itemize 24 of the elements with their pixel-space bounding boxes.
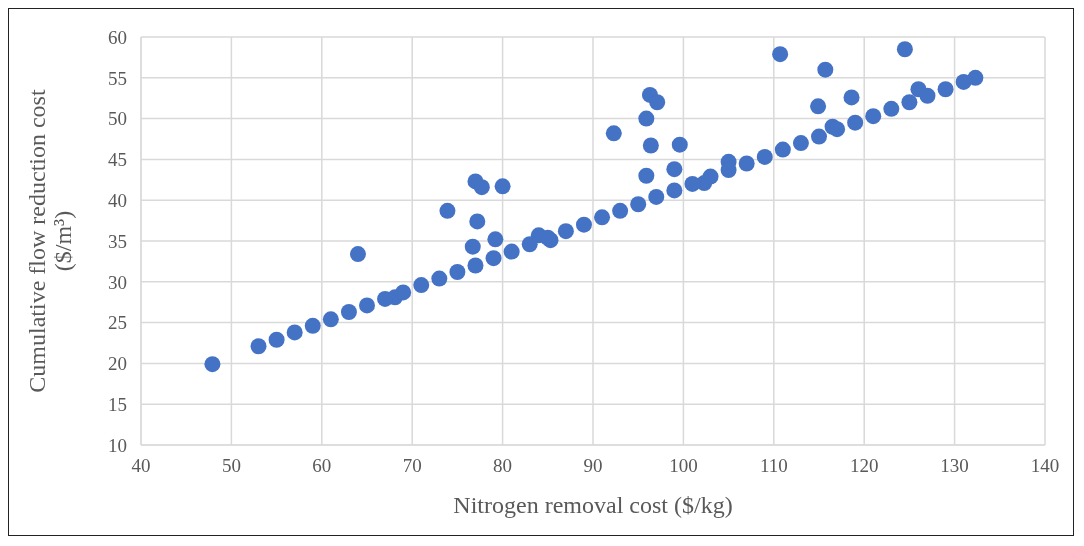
x-tick-label: 60 — [312, 455, 332, 477]
y-tick-label: 60 — [108, 26, 127, 48]
x-tick-label: 40 — [131, 455, 151, 477]
y-tick-label: 45 — [108, 149, 127, 171]
x-tick-label: 110 — [759, 455, 788, 477]
x-tick-label: 130 — [940, 455, 969, 477]
x-tick-label: 100 — [669, 455, 698, 477]
x-tick-label: 50 — [221, 455, 241, 477]
x-tick-label: 80 — [493, 455, 513, 477]
y-tick-label: 35 — [108, 230, 127, 252]
y-axis-title: Cumulative flow reduction cost ($/m³) — [24, 89, 76, 393]
x-tick-label: 120 — [849, 455, 879, 477]
y-tick-label: 40 — [108, 189, 127, 211]
x-axis-title: Nitrogen removal cost ($/kg) — [453, 492, 733, 518]
y-tick-label: 15 — [108, 393, 127, 415]
y-tick-label: 10 — [108, 434, 127, 456]
y-tick-label: 25 — [108, 312, 127, 334]
y-tick-label: 20 — [108, 353, 127, 375]
x-tick-label: 70 — [402, 455, 422, 477]
y-tick-label: 30 — [108, 271, 127, 293]
x-tick-label: 90 — [583, 455, 603, 477]
y-tick-label: 55 — [108, 67, 127, 89]
x-tick-label: 140 — [1030, 455, 1060, 477]
y-tick-label: 50 — [108, 108, 127, 130]
